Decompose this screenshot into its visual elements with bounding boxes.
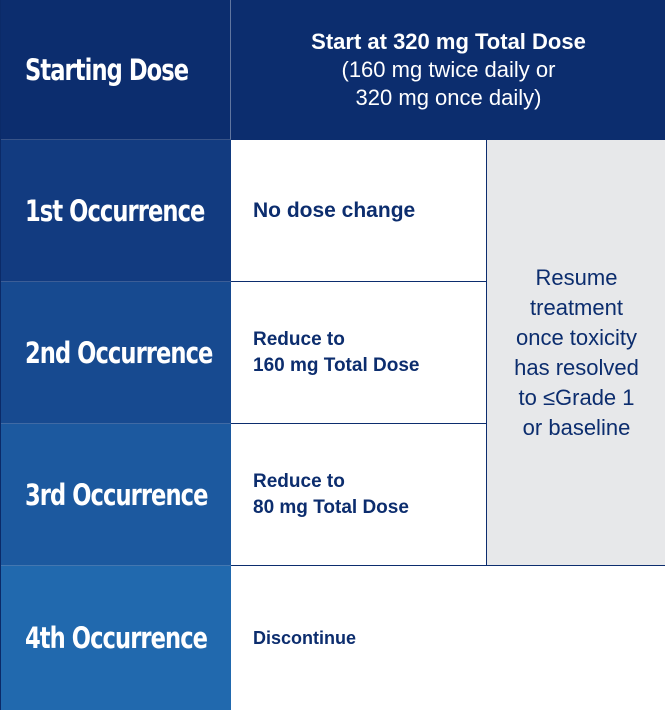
row-label-starting-dose: Starting Dose bbox=[1, 0, 231, 140]
row-label-text: 1st Occurrence bbox=[25, 193, 205, 228]
starting-dose-cell: Start at 320 mg Total Dose (160 mg twice… bbox=[231, 0, 665, 140]
starting-dose-sub-line-2: 320 mg once daily) bbox=[355, 85, 542, 110]
action-text-line-1: Reduce to bbox=[253, 328, 345, 350]
action-text-line-2: 160 mg Total Dose bbox=[253, 354, 420, 376]
row-label-text: 2nd Occurrence bbox=[25, 335, 213, 370]
action-text: Discontinue bbox=[253, 628, 357, 648]
action-2nd-occurrence: Reduce to 160 mg Total Dose bbox=[231, 282, 486, 424]
action-4th-occurrence: Discontinue bbox=[231, 566, 665, 710]
row-label-1st-occurrence: 1st Occurrence bbox=[1, 140, 231, 282]
row-label-text: 3rd Occurrence bbox=[25, 477, 208, 512]
resume-treatment-text: Resume treatment once toxicity has resol… bbox=[514, 264, 639, 440]
row-label-text: Starting Dose bbox=[25, 52, 189, 87]
row-label-text: 4th Occurrence bbox=[25, 621, 208, 655]
action-text-line-1: Reduce to bbox=[253, 470, 345, 492]
resume-treatment-cell: Resume treatment once toxicity has resol… bbox=[486, 140, 665, 566]
action-3rd-occurrence: Reduce to 80 mg Total Dose bbox=[231, 424, 486, 566]
action-text: No dose change bbox=[253, 198, 416, 222]
action-text-line-2: 80 mg Total Dose bbox=[253, 496, 409, 518]
row-label-4th-occurrence: 4th Occurrence bbox=[1, 566, 231, 710]
starting-dose-sub-line-1: (160 mg twice daily or bbox=[341, 57, 556, 82]
action-1st-occurrence: No dose change bbox=[231, 140, 486, 282]
row-label-2nd-occurrence: 2nd Occurrence bbox=[1, 282, 231, 424]
starting-dose-title: Start at 320 mg Total Dose bbox=[311, 29, 586, 54]
row-label-3rd-occurrence: 3rd Occurrence bbox=[1, 424, 231, 566]
